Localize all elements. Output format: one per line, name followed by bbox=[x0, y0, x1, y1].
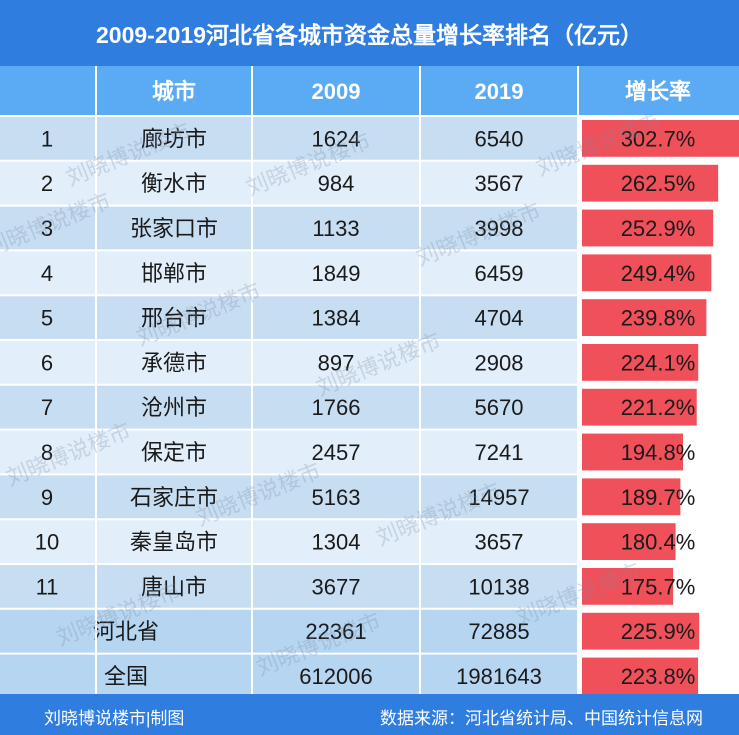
growth-bar bbox=[582, 523, 676, 560]
growth-bar bbox=[582, 209, 714, 247]
value-2019-cell: 6540 bbox=[475, 126, 524, 151]
growth-bar bbox=[582, 344, 699, 381]
summary-label-cell: 河北省 bbox=[93, 619, 159, 644]
chart-title: 2009-2019河北省各城市资金总量增长率排名（亿元） bbox=[0, 0, 739, 66]
rate-label: 175.7% bbox=[621, 574, 696, 599]
city-cell: 衡水市 bbox=[141, 171, 207, 196]
rank-cell: 7 bbox=[41, 395, 53, 420]
rate-label: 252.9% bbox=[621, 216, 696, 241]
column-header: 2019 bbox=[475, 79, 524, 104]
value-2009-cell: 2457 bbox=[312, 440, 361, 465]
rank-cell: 5 bbox=[41, 306, 53, 331]
rank-cell: 1 bbox=[41, 126, 53, 151]
rank-cell: 9 bbox=[41, 485, 53, 510]
city-cell: 承德市 bbox=[141, 350, 207, 375]
rank-cell: 2 bbox=[41, 171, 53, 196]
growth-bar bbox=[582, 568, 674, 605]
value-2009-cell: 612006 bbox=[299, 664, 372, 689]
growth-bar bbox=[582, 164, 719, 202]
value-2019-cell: 2908 bbox=[475, 350, 524, 375]
rate-label: 194.8% bbox=[621, 440, 696, 465]
rank-cell: 4 bbox=[41, 261, 53, 286]
value-2009-cell: 984 bbox=[318, 171, 355, 196]
rank-cell: 10 bbox=[35, 530, 59, 555]
rate-label: 302.7% bbox=[621, 126, 696, 151]
growth-bar bbox=[582, 120, 739, 157]
value-2019-cell: 5670 bbox=[475, 395, 524, 420]
value-2019-cell: 6459 bbox=[475, 261, 524, 286]
value-2009-cell: 1849 bbox=[312, 261, 361, 286]
rate-label: 249.4% bbox=[621, 261, 696, 286]
rate-label: 224.1% bbox=[621, 350, 696, 375]
value-2009-cell: 1304 bbox=[312, 530, 361, 555]
value-2009-cell: 1384 bbox=[312, 306, 361, 331]
value-2009-cell: 3677 bbox=[312, 574, 361, 599]
city-cell: 秦皇岛市 bbox=[130, 530, 218, 555]
value-2019-cell: 3657 bbox=[475, 530, 524, 555]
value-2009-cell: 22361 bbox=[305, 619, 366, 644]
footer-source: 数据来源：河北省统计局、中国统计信息网 bbox=[380, 709, 703, 728]
city-cell: 张家口市 bbox=[130, 216, 218, 241]
growth-bar bbox=[582, 254, 712, 292]
value-2009-cell: 1766 bbox=[312, 395, 361, 420]
city-cell: 廊坊市 bbox=[141, 126, 207, 151]
value-2009-cell: 5163 bbox=[312, 485, 361, 510]
rate-label: 262.5% bbox=[621, 171, 696, 196]
rank-cell: 8 bbox=[41, 440, 53, 465]
city-cell: 石家庄市 bbox=[130, 485, 218, 510]
value-2019-cell: 3998 bbox=[475, 216, 524, 241]
value-2009-cell: 1133 bbox=[312, 216, 359, 241]
growth-bar bbox=[582, 388, 697, 426]
value-2019-cell: 14957 bbox=[468, 485, 529, 510]
column-header: 增长率 bbox=[625, 79, 691, 104]
rate-label: 189.7% bbox=[621, 485, 696, 510]
rate-label: 225.9% bbox=[621, 619, 696, 644]
rate-label: 221.2% bbox=[621, 395, 696, 420]
rate-label: 223.8% bbox=[621, 664, 696, 689]
rate-label: 180.4% bbox=[621, 530, 696, 555]
value-2019-cell: 4704 bbox=[475, 306, 524, 331]
summary-label-cell: 全国 bbox=[104, 664, 148, 689]
rank-cell: 3 bbox=[41, 216, 53, 241]
rate-label: 239.8% bbox=[621, 306, 696, 331]
value-2019-cell: 72885 bbox=[468, 619, 529, 644]
value-2019-cell: 10138 bbox=[468, 574, 529, 599]
growth-bar bbox=[582, 478, 681, 516]
column-header: 城市 bbox=[152, 79, 196, 104]
value-2019-cell: 1981643 bbox=[456, 664, 542, 689]
growth-bar bbox=[582, 657, 699, 694]
header-row bbox=[0, 66, 739, 116]
city-cell: 唐山市 bbox=[141, 574, 207, 599]
value-2019-cell: 7241 bbox=[475, 440, 524, 465]
value-2009-cell: 897 bbox=[318, 350, 355, 375]
footer-bar: 刘晓博说楼市|制图 数据来源：河北省统计局、中国统计信息网 bbox=[0, 694, 739, 735]
footer-credit: 刘晓博说楼市|制图 bbox=[44, 709, 185, 728]
rank-cell: 6 bbox=[41, 350, 53, 375]
column-header: 2009 bbox=[312, 79, 361, 104]
value-2009-cell: 1624 bbox=[312, 126, 361, 151]
city-cell: 沧州市 bbox=[141, 395, 207, 420]
rank-cell: 11 bbox=[36, 574, 59, 599]
city-cell: 保定市 bbox=[141, 440, 207, 465]
city-cell: 邢台市 bbox=[141, 306, 207, 331]
growth-bar bbox=[582, 433, 684, 471]
growth-bar bbox=[582, 299, 707, 336]
value-2019-cell: 3567 bbox=[475, 171, 524, 196]
growth-bar bbox=[582, 612, 700, 650]
city-cell: 邯郸市 bbox=[141, 261, 207, 286]
